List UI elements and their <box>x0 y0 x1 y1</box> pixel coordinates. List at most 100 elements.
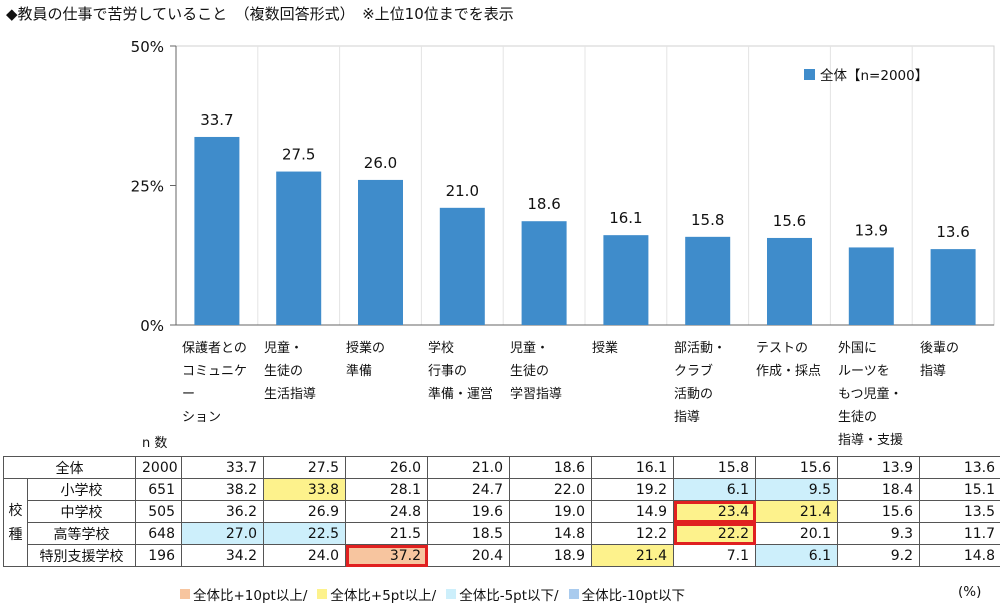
table-cell: 16.1 <box>591 456 674 479</box>
bar <box>358 179 403 325</box>
bar <box>439 207 485 325</box>
table-cell: 21.0 <box>427 456 510 479</box>
table-cell: 22.2 <box>673 522 756 545</box>
bar <box>767 237 812 325</box>
table-cell: 19.2 <box>591 478 674 501</box>
table-cell: 24.7 <box>427 478 510 501</box>
category-label: 保護者との コミュニケー ション <box>182 341 248 425</box>
table-cell: 15.1 <box>919 478 1000 501</box>
bar <box>930 249 976 325</box>
n-count-cell: 651 <box>135 478 182 501</box>
table-row: 中学校 505 36.2 26.9 24.8 19.6 19.0 14.9 23.4 21.4 15… <box>4 500 1000 523</box>
key-label: 全体比-10pt以下 <box>581 588 686 604</box>
table-cell: 13.6 <box>919 456 1000 479</box>
table-cell: 33.7 <box>181 456 264 479</box>
chart-title: ◆教員の仕事で苦労していること （複数回答形式） ※上位10位までを表示 <box>6 5 514 23</box>
table-cell: 22.0 <box>509 478 592 501</box>
bar-value-label: 26.0 <box>364 154 397 172</box>
table-cell: 9.5 <box>755 478 838 501</box>
bar-value-label: 18.6 <box>527 195 560 213</box>
table-cell: 24.0 <box>263 544 346 567</box>
n-count-cell: 505 <box>135 500 182 523</box>
table-cell: 20.1 <box>755 522 838 545</box>
key-label: 全体比+5pt以上/ <box>330 588 437 604</box>
table-cell: 18.6 <box>509 456 592 479</box>
bar <box>603 235 649 325</box>
table-cell: 27.0 <box>181 522 264 545</box>
table-cell: 21.4 <box>591 544 674 567</box>
table-cell: 18.5 <box>427 522 510 545</box>
bar-value-label: 33.7 <box>200 111 233 129</box>
table-cell: 19.6 <box>427 500 510 523</box>
table-cell: 23.4 <box>673 500 756 523</box>
table-cell: 15.8 <box>673 456 756 479</box>
legend-label: 全体【n=2000】 <box>820 68 929 84</box>
color-key: 全体比+10pt以上/全体比+5pt以上/全体比-5pt以下/全体比-10pt以… <box>170 584 685 604</box>
table-cell: 9.3 <box>837 522 920 545</box>
table-row: 校 種小学校 651 38.2 33.8 28.1 24.7 22.0 19.2 6.1 9.5 1… <box>3 478 1000 567</box>
key-swatch <box>568 589 579 599</box>
category-label: 児童・ 生徒の 学習指導 <box>510 341 563 402</box>
table-cell: 7.1 <box>673 544 756 567</box>
table-row: 高等学校 648 27.0 22.5 21.5 18.5 14.8 12.2 22.2 20.1 9… <box>4 522 1000 545</box>
table-cell: 15.6 <box>755 456 838 479</box>
key-swatch <box>446 589 457 599</box>
category-labels: 保護者との コミュニケー ション 児童・ 生徒の 生活指導 授業の 準備 学校 行事の… <box>175 333 995 455</box>
table-cell: 22.5 <box>263 522 346 545</box>
bar <box>685 236 731 325</box>
row-label: 小学校 <box>27 478 136 501</box>
legend-swatch <box>804 68 815 80</box>
bar <box>276 171 322 325</box>
table-cell: 9.2 <box>837 544 920 567</box>
table-cell: 37.2 <box>345 544 428 567</box>
table-cell: 14.8 <box>509 522 592 545</box>
bar-value-label: 13.9 <box>855 221 888 239</box>
table-cell: 11.7 <box>919 522 1000 545</box>
table-cell: 13.9 <box>837 456 920 479</box>
category-label: テストの 作成・採点 <box>756 341 822 379</box>
bar <box>848 247 894 325</box>
row-label: 特別支援学校 <box>27 544 136 567</box>
bar-value-label: 15.8 <box>691 211 724 229</box>
table-cell: 20.4 <box>427 544 510 567</box>
category-label: 児童・ 生徒の 生活指導 <box>264 341 317 402</box>
key-label: 全体比-5pt以下/ <box>459 588 559 604</box>
table-row: 特別支援学校 196 34.2 24.0 37.2 20.4 18.9 21.4 7.1 6.1 9… <box>4 544 1000 567</box>
bar <box>194 136 240 325</box>
table-cell: 26.9 <box>263 500 346 523</box>
table-cell: 6.1 <box>673 478 756 501</box>
row-label: 高等学校 <box>27 522 136 545</box>
row-label: 全体 <box>3 456 136 479</box>
bar-value-label: 27.5 <box>282 146 315 164</box>
table-cell: 19.0 <box>509 500 592 523</box>
table-cell: 21.4 <box>755 500 838 523</box>
y-tick-label: 25% <box>131 178 164 196</box>
bar-value-label: 15.6 <box>773 212 806 230</box>
n-count-cell: 2000 <box>135 456 182 479</box>
bar-value-label: 13.6 <box>936 223 969 241</box>
table-cell: 21.5 <box>345 522 428 545</box>
key-swatch <box>317 589 328 599</box>
category-label: 部活動・ クラブ 活動の 指導 <box>674 341 727 425</box>
category-label: 授業の 準備 <box>346 341 386 379</box>
category-label: 後輩の 指導 <box>920 341 960 379</box>
bar-value-label: 16.1 <box>609 209 642 227</box>
school-type-label: 校 種 <box>3 478 28 567</box>
table-cell: 38.2 <box>181 478 264 501</box>
table-cell: 13.5 <box>919 500 1000 523</box>
legend: 全体【n=2000】 <box>804 64 928 84</box>
bar-value-label: 21.0 <box>446 182 479 200</box>
table-cell: 33.8 <box>263 478 346 501</box>
table-cell: 28.1 <box>345 478 428 501</box>
table-cell: 12.2 <box>591 522 674 545</box>
table-cell: 14.9 <box>591 500 674 523</box>
table-row: 全体 2000 33.7 27.5 26.0 21.0 18.6 16.1 15.8 15.6 13… <box>3 456 1000 479</box>
y-tick-label: 0% <box>140 317 164 335</box>
table-cell: 14.8 <box>919 544 1000 567</box>
table-cell: 6.1 <box>755 544 838 567</box>
table-cell: 24.8 <box>345 500 428 523</box>
n-count-cell: 196 <box>135 544 182 567</box>
key-label: 全体比+10pt以上/ <box>193 588 308 604</box>
table-cell: 34.2 <box>181 544 264 567</box>
unit-label: (%) <box>958 584 982 600</box>
